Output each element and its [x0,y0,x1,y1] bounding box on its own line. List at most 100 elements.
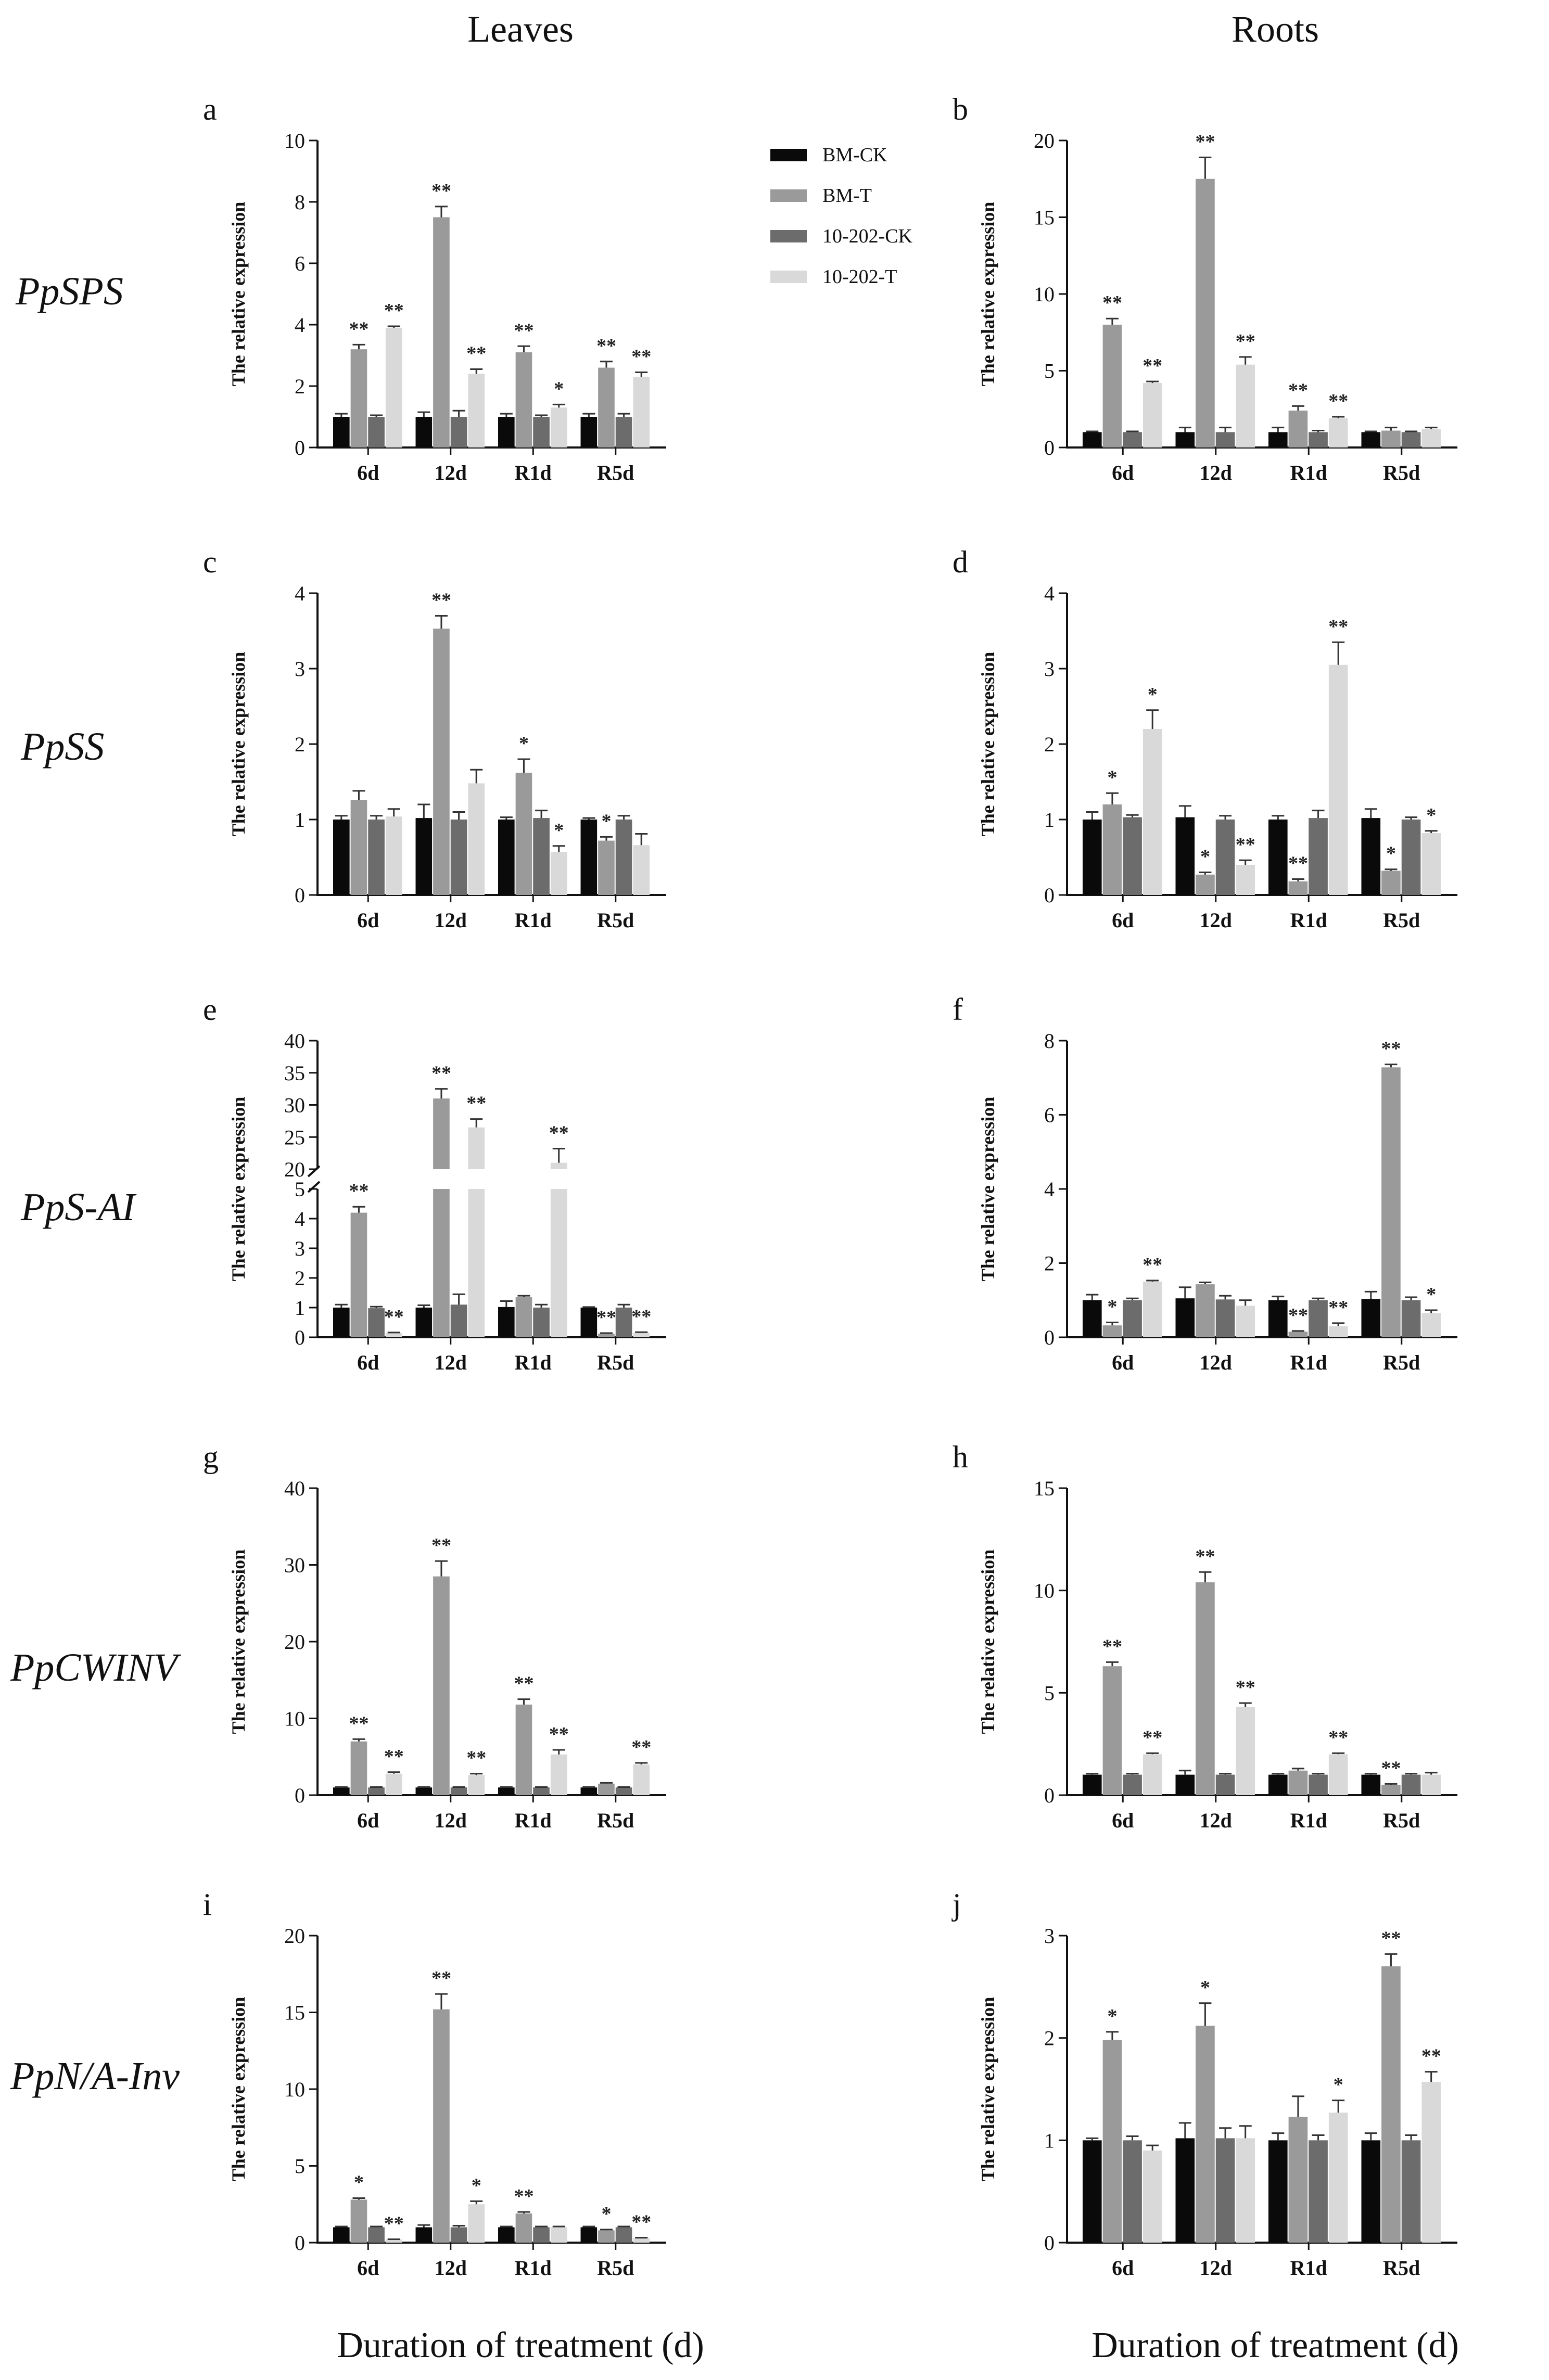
panel-letter-i: i [203,1887,212,1922]
y-tick-label: 1 [1044,2129,1055,2152]
y-axis-label: The relative expression [977,202,998,387]
significance-label: ** [1102,1635,1122,1657]
bar-10-202-ck-6d [368,417,385,447]
bar-bm-ck-r1d [498,2227,515,2243]
y-tick-label: 2 [1044,733,1055,756]
bar-10-202-ck-6d [1123,2140,1142,2243]
column-header-leaves: Leaves [467,8,574,50]
x-tick-label: 12d [435,1351,467,1374]
bar-10-202-t-r5d [633,2238,650,2243]
bar-10-202-t-12d [1236,2138,1255,2243]
y-tick-label: 15 [1034,206,1055,229]
y-tick-label: 35 [284,1061,305,1085]
x-tick-label: 12d [1200,461,1232,484]
bar-10-202-t-6d [385,1333,402,1337]
bar-bm-ck-r1d [498,1307,515,1337]
x-tick-label: 6d [357,1809,379,1832]
bar-10-202-t-r5d [1421,2082,1441,2243]
bar-10-202-ck-r5d [1401,1300,1421,1337]
bar-bm-t-r5d [1381,871,1401,895]
bar-10-202-t-12d [1236,865,1255,895]
y-tick-label: 0 [1044,436,1055,459]
significance-label: ** [431,1534,451,1556]
bar-10-202-t-12d [468,2204,485,2243]
significance-label: ** [384,1306,404,1328]
significance-label: * [1334,2074,1343,2096]
significance-label: * [354,2171,364,2193]
x-tick-label: R5d [597,461,634,484]
significance-label: ** [1421,2045,1441,2067]
gene-label-ppsps: PpSPS [15,270,123,313]
y-axis-label: The relative expression [228,1097,249,1282]
bar-bm-t-r1d [1288,1770,1308,1795]
x-tick-label: R1d [515,2256,552,2280]
bar-10-202-ck-6d [368,1787,385,1795]
x-tick-label: 12d [435,461,467,484]
significance-label: ** [1328,1726,1348,1748]
significance-label: ** [431,590,451,611]
bar-bm-t-6d [350,349,367,447]
bar-bm-t-12d [433,217,450,447]
bar-10-202-t-r5d [633,1764,650,1795]
y-tick-label: 8 [295,190,305,214]
bar-10-202-ck-r1d [533,1308,550,1337]
bar-bm-ck-12d [1175,1774,1195,1795]
bar-10-202-ck-6d [1123,1300,1142,1337]
bar-bm-t-6d [1102,804,1122,895]
column-header-roots: Roots [1231,8,1319,50]
bar-bm-t-r5d [598,840,615,895]
significance-label: ** [1288,379,1308,401]
bar-10-202-ck-6d [368,820,385,895]
gene-label-ppss: PpSS [20,725,104,769]
y-tick-label: 5 [1044,1681,1055,1705]
significance-label: ** [349,1712,369,1734]
significance-label: * [1200,846,1210,868]
bar-bm-ck-r1d [498,417,515,447]
y-tick-label: 0 [295,436,305,459]
bar-10-202-ck-r1d [533,818,550,895]
significance-label: ** [466,1747,486,1769]
bar-bm-t-r1d [515,352,532,447]
bar-bm-ck-6d [333,1787,350,1795]
y-tick-label: 20 [284,1158,305,1181]
significance-label: ** [1142,355,1162,377]
significance-label: ** [549,1723,569,1745]
bar-bm-t-r1d [1288,2117,1308,2243]
significance-label: ** [514,319,534,341]
significance-label: * [601,2203,611,2225]
y-tick-label: 10 [284,2078,305,2101]
panel-letter-c: c [203,545,217,579]
x-tick-label: 12d [435,1809,467,1832]
bar-10-202-ck-r5d [1401,820,1421,895]
bar-10-202-ck-r5d [615,1308,632,1337]
x-tick-label: 12d [435,909,467,932]
bar-10-202-ck-12d [450,1787,467,1795]
significance-label: ** [1236,1677,1255,1698]
legend-swatch-10-202-t [770,271,807,283]
panel-g: g 0 10 20 30 40 The relative expression 6d ** ** 1… [203,1440,666,1832]
bar-10-202-t-12d [468,1189,485,1337]
significance-label: ** [1142,1254,1162,1276]
bar-bm-t-6d [1102,325,1122,447]
bar-10-202-ck-r1d [1309,818,1328,895]
significance-label: * [1426,804,1436,826]
bar-10-202-t-6d [385,816,402,895]
bar-bm-ck-r5d [580,2227,598,2243]
bar-bm-t-12d [1196,874,1215,895]
bar-10-202-ck-r1d [533,1787,550,1795]
x-tick-label: R5d [1383,909,1420,932]
bar-bm-ck-r5d [580,417,598,447]
bar-10-202-t-6d [385,327,402,447]
x-tick-label: R1d [515,1809,552,1832]
significance-label: ** [384,1746,404,1768]
x-tick-label: 6d [1112,2256,1134,2280]
bar-10-202-ck-12d [1215,1299,1235,1337]
y-axis-label: The relative expression [228,1550,249,1734]
significance-label: ** [1381,1757,1401,1779]
y-axis-label: The relative expression [977,652,998,837]
bar-10-202-t-6d [1142,2151,1162,2243]
bar-bm-t-12d-upper [433,1098,450,1169]
significance-label: * [1386,843,1396,865]
